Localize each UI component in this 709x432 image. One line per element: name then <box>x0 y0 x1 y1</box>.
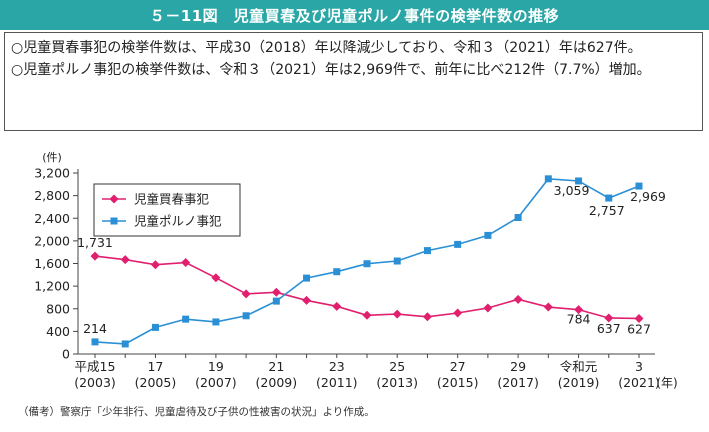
data-point <box>393 257 401 265</box>
y-axis-unit: (件) <box>42 151 62 164</box>
data-point <box>634 314 644 324</box>
data-point <box>423 247 431 255</box>
x-tick-label: 3 <box>635 359 643 374</box>
x-tick-label: 25 <box>389 359 405 374</box>
data-point <box>151 323 159 331</box>
data-point <box>362 310 372 320</box>
data-point <box>422 312 432 322</box>
data-point <box>150 260 160 270</box>
data-label: 1,731 <box>77 235 113 250</box>
data-point <box>303 274 311 282</box>
data-point <box>604 313 614 323</box>
data-label: 784 <box>567 312 591 327</box>
data-point <box>272 297 280 305</box>
data-point <box>454 240 462 248</box>
legend-label: 児童ポルノ事犯 <box>134 214 222 229</box>
data-label: 2,757 <box>589 203 625 218</box>
x-axis-unit: (年) <box>656 376 677 390</box>
summary-box: ○児童買春事犯の検挙件数は、平成30（2018）年以降減少しており、令和３（20… <box>4 32 703 131</box>
legend-box <box>93 183 241 237</box>
x-tick-label: 23 <box>329 359 345 374</box>
x-tick-label: 17 <box>147 359 163 374</box>
data-point <box>544 175 552 183</box>
y-tick-label: 400 <box>46 324 70 339</box>
data-point <box>212 318 220 326</box>
figure-title: ５－11図 児童買春及び児童ポルノ事件の検挙件数の推移 <box>0 0 709 30</box>
data-point <box>121 340 129 348</box>
summary-line-prostitution: ○児童買春事犯の検挙件数は、平成30（2018）年以降減少しており、令和３（20… <box>11 40 642 56</box>
data-label: 637 <box>597 321 621 336</box>
data-point <box>333 268 341 276</box>
data-point <box>182 315 190 323</box>
data-point <box>211 273 221 283</box>
data-point <box>575 177 583 185</box>
legend-marker <box>109 194 119 204</box>
x-tick-label: (2017) <box>497 375 539 390</box>
data-point <box>363 260 371 268</box>
data-point <box>332 301 342 311</box>
data-point <box>483 303 493 313</box>
data-point <box>605 194 613 202</box>
data-label: 627 <box>627 322 651 337</box>
data-label: 2,969 <box>630 189 666 204</box>
x-tick-label: (2009) <box>256 375 298 390</box>
x-tick-label: 平成15 <box>75 359 116 374</box>
x-tick-label: 29 <box>510 359 526 374</box>
source-note: （備考）警察庁「少年非行、児童虐待及び子供の性被害の状況」より作成。 <box>18 406 375 418</box>
data-point <box>635 182 643 190</box>
x-tick-label: (2005) <box>135 375 177 390</box>
y-tick-label: 1,200 <box>34 279 70 294</box>
data-point <box>513 294 523 304</box>
x-tick-label: (2007) <box>195 375 237 390</box>
data-point <box>392 309 402 319</box>
x-tick-label: (2021) <box>618 375 660 390</box>
data-point <box>574 305 584 315</box>
summary-line-pornography: ○児童ポルノ事犯の検挙件数は、令和３（2021）年は2,969件で、前年に比べ2… <box>11 61 651 78</box>
x-tick-label: (2011) <box>316 375 358 390</box>
chart-area: (件) 0 400 800 1,200 1,600 2,000 2,400 2,800 3,200… <box>0 140 709 404</box>
x-tick-label: 令和元 <box>560 359 598 374</box>
line-chart: (件) 0 400 800 1,200 1,600 2,000 2,400 2,800 3,200… <box>34 151 677 390</box>
data-point <box>484 231 492 239</box>
y-tick-label: 2,800 <box>34 188 70 203</box>
y-tick-label: 800 <box>46 301 70 316</box>
x-tick-label: 21 <box>268 359 284 374</box>
data-label: 214 <box>83 321 107 336</box>
x-tick-label: (2015) <box>437 375 479 390</box>
data-point <box>543 302 553 312</box>
data-point <box>91 338 99 346</box>
data-point <box>302 295 312 305</box>
x-tick-label: 27 <box>450 359 466 374</box>
legend-marker <box>110 217 118 225</box>
data-label: 3,059 <box>554 183 590 198</box>
y-tick-label: 0 <box>62 347 70 362</box>
data-point <box>514 214 522 222</box>
data-point <box>453 308 463 318</box>
legend-label: 児童買春事犯 <box>134 192 210 207</box>
x-tick-label: (2013) <box>376 375 418 390</box>
y-tick-label: 2,400 <box>34 211 70 226</box>
y-tick-label: 3,200 <box>34 166 70 181</box>
y-tick-label: 2,000 <box>34 233 70 248</box>
data-point <box>271 287 281 297</box>
data-point <box>181 258 191 268</box>
data-point <box>120 255 130 265</box>
data-point <box>90 251 100 261</box>
data-point <box>242 312 250 320</box>
y-tick-label: 1,600 <box>34 256 70 271</box>
x-tick-label: (2019) <box>558 375 600 390</box>
x-tick-label: (2003) <box>74 375 116 390</box>
x-tick-label: 19 <box>208 359 224 374</box>
data-point <box>241 289 251 299</box>
